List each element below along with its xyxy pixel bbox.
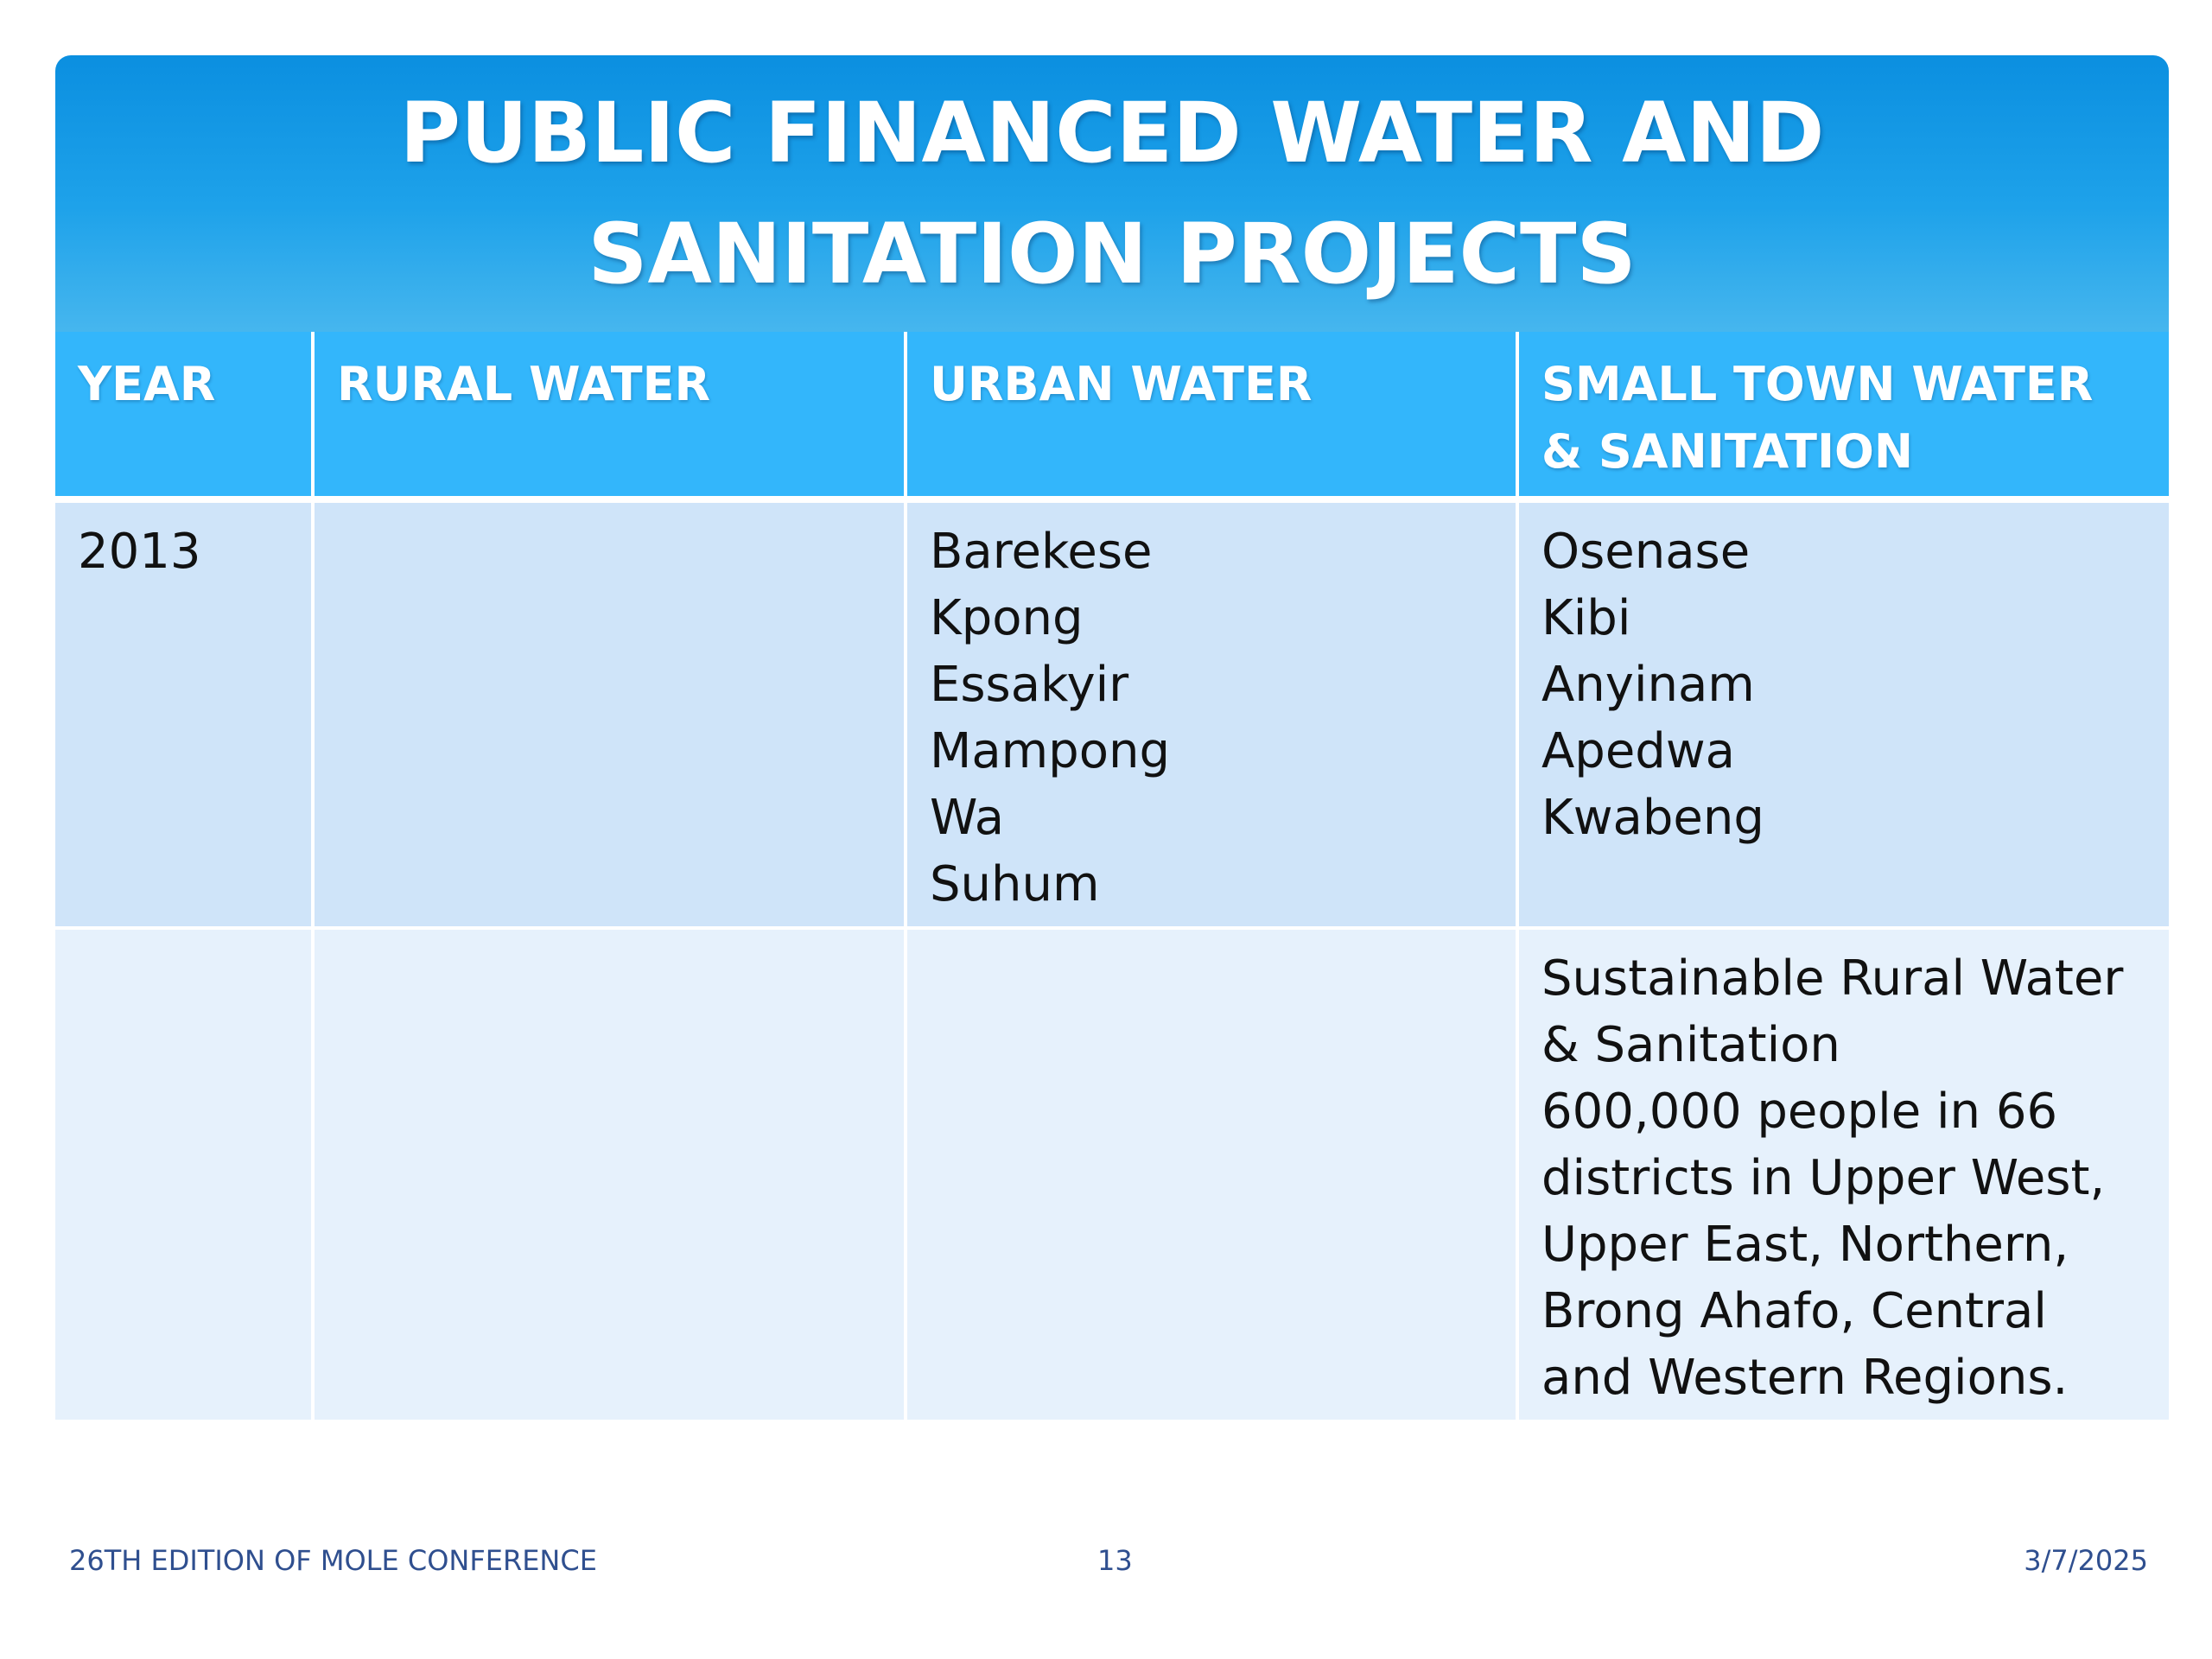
list-item: Wa	[930, 790, 1005, 846]
cell-small-town: Sustainable Rural Water & Sanitation 600…	[1517, 928, 2169, 1423]
cell-urban-water: Barekese Kpong Essakyir Mampong Wa Suhum	[906, 499, 1519, 930]
footer-page-number: 13	[1097, 1544, 1133, 1577]
footer-date: 3/7/2025	[2024, 1544, 2148, 1577]
title-banner: PUBLIC FINANCED WATER AND SANITATION PRO…	[55, 55, 2169, 332]
cell-rural-water	[313, 928, 907, 1423]
list-item: Kibi	[1541, 590, 1631, 646]
header-year: YEAR	[55, 332, 315, 503]
header-rural-water: RURAL WATER	[313, 332, 907, 503]
list-item: Suhum	[930, 856, 1100, 912]
list-item: Kpong	[930, 590, 1084, 646]
cell-small-town: Osenase Kibi Anyinam Apedwa Kwabeng	[1517, 499, 2169, 930]
footer-conference: 26TH EDITION OF MOLE CONFERENCE	[69, 1544, 597, 1577]
list-item: Apedwa	[1541, 723, 1735, 779]
list-item: Kwabeng	[1541, 790, 1764, 846]
header-urban-water: URBAN WATER	[906, 332, 1519, 503]
list-item: Essakyir	[930, 657, 1129, 713]
table-header-row: YEAR RURAL WATER URBAN WATER SMALL TOWN …	[55, 332, 2169, 503]
cell-year: 2013	[55, 499, 315, 930]
program-description: 600,000 people in 66 districts in Upper …	[1541, 1084, 2106, 1406]
list-item: Anyinam	[1541, 657, 1755, 713]
projects-table: YEAR RURAL WATER URBAN WATER SMALL TOWN …	[55, 332, 2169, 1423]
cell-rural-water	[313, 499, 907, 930]
list-item: Osenase	[1541, 524, 1751, 580]
program-name: Sustainable Rural Water & Sanitation	[1541, 950, 2124, 1073]
table-row: 2013 Barekese Kpong Essakyir Mampong Wa …	[55, 499, 2169, 930]
slide-title: PUBLIC FINANCED WATER AND SANITATION PRO…	[399, 85, 1825, 302]
header-small-town-water-sanitation: SMALL TOWN WATER & SANITATION	[1517, 332, 2169, 503]
cell-urban-water	[906, 928, 1519, 1423]
list-item: Barekese	[930, 524, 1153, 580]
list-item: Mampong	[930, 723, 1171, 779]
cell-year	[55, 928, 315, 1423]
table-row: Sustainable Rural Water & Sanitation 600…	[55, 928, 2169, 1423]
